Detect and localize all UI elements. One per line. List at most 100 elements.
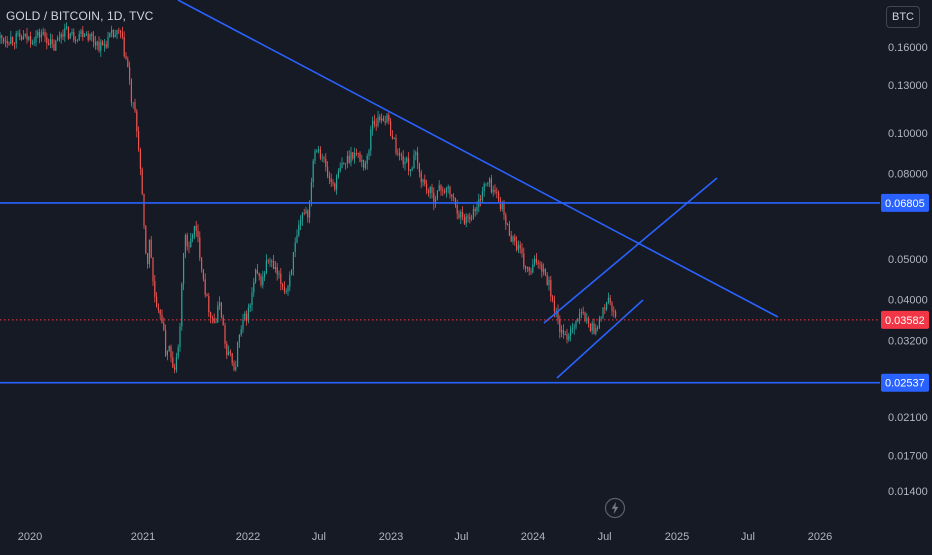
candle-body xyxy=(30,36,32,44)
candle-body xyxy=(111,30,113,33)
symbol-title: GOLD / BITCOIN, 1D, TVC xyxy=(6,9,154,23)
candle-body xyxy=(60,34,62,38)
candle-body xyxy=(388,115,390,121)
candle-body xyxy=(262,276,264,286)
candle-body xyxy=(580,312,582,314)
candle-body xyxy=(80,30,82,35)
candle-body xyxy=(537,262,539,264)
candle-body xyxy=(541,264,543,272)
candle-body xyxy=(584,312,586,322)
y-tick-label: 0.10000 xyxy=(888,128,928,140)
candle-body xyxy=(231,353,233,364)
candle-body xyxy=(33,42,35,43)
candle-body xyxy=(530,271,532,273)
candle-body xyxy=(222,317,224,326)
candle-body xyxy=(12,36,14,43)
candle-body xyxy=(287,286,289,292)
candle-body xyxy=(555,310,557,312)
candle-body xyxy=(148,239,150,265)
candle-body xyxy=(109,32,111,37)
candle-body xyxy=(100,41,102,51)
currency-button[interactable]: BTC xyxy=(886,6,920,28)
candle-body xyxy=(363,159,365,168)
x-tick-label: 2020 xyxy=(18,531,42,543)
candle-body xyxy=(607,297,609,302)
candle-body xyxy=(573,327,575,329)
candle-body xyxy=(433,192,435,204)
candle-body xyxy=(476,206,478,212)
y-tick-label: 0.04000 xyxy=(888,295,928,307)
x-tick-label: 2022 xyxy=(236,531,260,543)
candle-body xyxy=(532,264,534,273)
candle-body xyxy=(408,158,410,171)
candle-body xyxy=(552,296,554,301)
candle-body xyxy=(82,30,84,37)
candle-body xyxy=(48,43,50,46)
candle-body xyxy=(242,319,244,330)
candle-body xyxy=(559,319,561,333)
candle-body xyxy=(354,153,356,159)
candle-body xyxy=(116,30,118,35)
candle-body xyxy=(323,157,325,159)
candle-body xyxy=(289,275,291,287)
candle-body xyxy=(397,152,399,154)
candle-body xyxy=(595,327,597,334)
candle-body xyxy=(102,41,104,46)
candle-body xyxy=(579,313,581,319)
candle-body xyxy=(206,294,208,297)
candle-body xyxy=(62,34,64,37)
candle-body xyxy=(429,187,431,194)
candle-body xyxy=(282,283,284,288)
candle-body xyxy=(4,40,6,42)
candle-body xyxy=(543,268,545,272)
candle-body xyxy=(472,208,474,219)
candle-body xyxy=(615,311,617,317)
x-tick-label: Jul xyxy=(598,531,612,543)
candle-body xyxy=(183,252,185,284)
candle-body xyxy=(348,155,350,163)
candle-body xyxy=(379,116,381,121)
candle-body xyxy=(154,281,156,297)
candle-body xyxy=(350,152,352,163)
candle-body xyxy=(26,33,28,40)
candle-body xyxy=(226,343,228,356)
candle-body xyxy=(442,190,444,192)
candle-body xyxy=(307,210,309,218)
candle-body xyxy=(593,323,595,334)
candle-body xyxy=(39,31,41,38)
candle-body xyxy=(240,329,242,336)
lightning-icon[interactable] xyxy=(604,497,626,519)
candle-body xyxy=(271,261,273,262)
candle-body xyxy=(582,312,584,313)
candle-body xyxy=(136,111,138,132)
candle-body xyxy=(544,268,546,276)
candle-body xyxy=(114,34,116,38)
candle-body xyxy=(519,244,521,249)
candle-body xyxy=(139,149,141,169)
candle-body xyxy=(112,30,114,38)
candle-body xyxy=(147,253,149,265)
candle-body xyxy=(564,334,566,335)
y-tick-label: 0.03200 xyxy=(888,335,928,347)
candle-body xyxy=(384,121,386,123)
candle-body xyxy=(190,238,192,247)
candle-body xyxy=(21,36,23,40)
candle-body xyxy=(571,328,573,330)
x-tick-label: 2023 xyxy=(379,531,403,543)
candle-body xyxy=(480,199,482,200)
candle-body xyxy=(244,313,246,320)
candle-body xyxy=(283,287,285,292)
candle-body xyxy=(210,312,212,318)
descending-trendline xyxy=(177,0,779,318)
level-tag-label: 0.06805 xyxy=(885,198,925,210)
candle-body xyxy=(325,158,327,167)
x-tick-label: Jul xyxy=(312,531,326,543)
candle-body xyxy=(235,366,237,370)
x-tick-label: 2026 xyxy=(808,531,832,543)
candle-body xyxy=(393,137,395,139)
candle-body xyxy=(372,120,374,130)
candle-body xyxy=(276,266,278,275)
candle-body xyxy=(359,153,361,162)
